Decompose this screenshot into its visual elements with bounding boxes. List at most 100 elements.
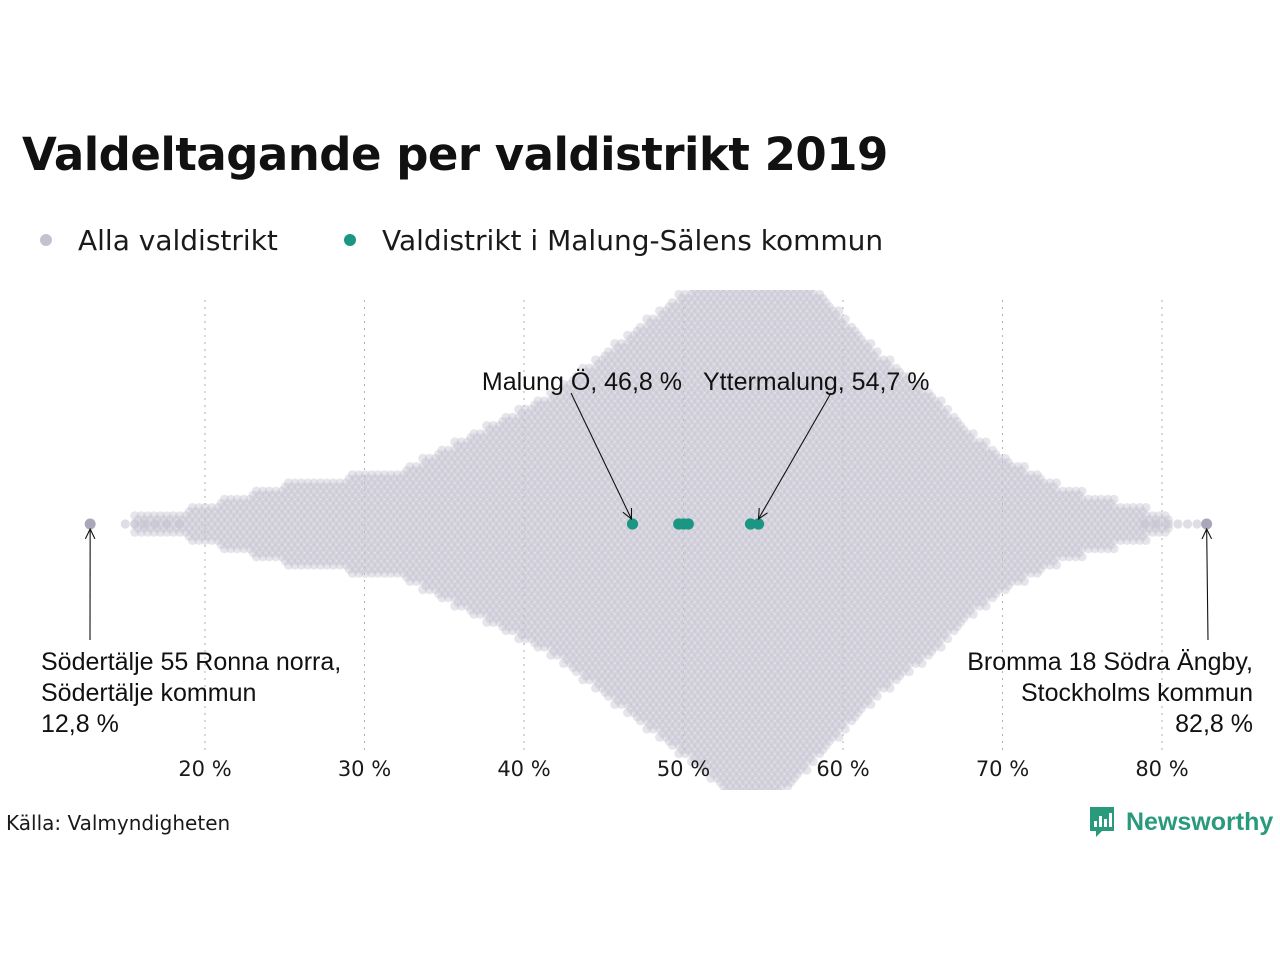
swarm-point: [239, 544, 249, 554]
swarm-point: [207, 503, 217, 513]
swarm-point: [274, 523, 284, 533]
swarm-point: [290, 503, 300, 513]
swarm-point: [251, 519, 261, 529]
swarm-point: [235, 531, 245, 541]
swarm-point: [235, 539, 245, 550]
swarm-point: [239, 519, 249, 529]
swarm-point: [312, 507, 322, 517]
swarm-point: [251, 535, 261, 545]
swarm-point: [210, 515, 220, 525]
swarm-point: [255, 548, 265, 558]
swarm-point: [287, 548, 297, 558]
swarm-point: [296, 503, 306, 513]
swarm-point: [280, 482, 290, 492]
swarm-point: [341, 478, 351, 488]
swarm-point: [226, 527, 236, 537]
swarm-point: [357, 482, 367, 492]
swarm-point: [181, 527, 191, 537]
swarm-point: [280, 523, 290, 533]
swarm-point: [293, 531, 303, 541]
swarm-point: [341, 560, 351, 570]
swarm-point: [287, 482, 297, 492]
swarm-point: [290, 560, 300, 570]
swarm-point: [335, 527, 345, 537]
swarm-point: [357, 490, 367, 500]
swarm-point: [319, 515, 329, 525]
swarm-point: [303, 486, 313, 496]
swarm-point: [245, 494, 255, 504]
swarm-point: [251, 494, 261, 504]
swarm-point: [197, 507, 207, 517]
swarm-point: [331, 556, 341, 566]
swarm-point: [181, 519, 191, 529]
swarm-point: [312, 548, 322, 558]
swarm-point: [299, 498, 309, 509]
swarm-point: [287, 515, 297, 525]
swarm-point: [271, 535, 281, 545]
swarm-point: [277, 503, 287, 513]
swarm-point: [331, 548, 341, 558]
swarm-point: [325, 556, 335, 566]
beeswarm-chart: Malung Ö, 46,8 % Yttermalung, 54,7 %Söder…: [41, 290, 1253, 790]
swarm-point: [354, 527, 364, 537]
swarm-point: [216, 515, 226, 525]
swarm-point: [258, 519, 268, 529]
swarm-point: [290, 527, 300, 537]
swarm-point: [245, 511, 255, 521]
swarm-point: [354, 535, 364, 545]
swarm-point: [303, 527, 313, 537]
swarm-point: [267, 507, 277, 517]
swarm-point: [248, 498, 258, 509]
swarm-point: [136, 527, 146, 537]
swarm-point: [274, 507, 284, 517]
swarm-point: [258, 544, 268, 554]
swarm-point: [322, 519, 332, 529]
swarm-point: [357, 548, 367, 558]
swarm-point: [277, 552, 287, 562]
swarm-point: [341, 527, 351, 537]
swarm-point: [363, 490, 373, 500]
swarm-point: [319, 490, 329, 500]
swarm-point: [251, 511, 261, 521]
swarm-point: [338, 482, 348, 492]
swarm-point: [322, 503, 332, 513]
swarm-point: [219, 544, 229, 554]
swarm-point: [354, 511, 364, 521]
swarm-point: [341, 552, 351, 562]
swarm-point: [271, 486, 281, 496]
swarm-point: [248, 539, 258, 550]
swarm-point: [325, 498, 335, 509]
swarm-point: [309, 486, 319, 496]
swarm-point: [322, 494, 332, 504]
swarm-point: [306, 507, 316, 517]
swarm-point: [267, 539, 277, 550]
swarm-point: [194, 519, 204, 529]
swarm-point: [258, 552, 268, 562]
swarm-point: [344, 507, 354, 517]
swarm-point: [229, 539, 239, 550]
swarm-point: [351, 498, 361, 509]
swarm-point: [335, 560, 345, 570]
swarm-point: [191, 531, 201, 541]
swarm-point: [347, 560, 357, 570]
swarm-point: [274, 548, 284, 558]
swarm-point: [328, 544, 338, 554]
swarm-point: [287, 539, 297, 550]
swarm-point: [322, 560, 332, 570]
swarm-point: [226, 544, 236, 554]
swarm-point: [184, 515, 194, 525]
swarm-point: [264, 511, 274, 521]
swarm-point: [293, 482, 303, 492]
swarm-point: [200, 511, 210, 521]
swarm-point: [360, 519, 370, 529]
swarm-point: [226, 519, 236, 529]
swarm-point: [155, 527, 165, 537]
swarm-point: [303, 552, 313, 562]
swarm-point: [261, 548, 271, 558]
swarm-point: [283, 560, 293, 570]
legend: Alla valdistrikt Valdistrikt i Malung-Sä…: [40, 222, 1040, 258]
swarm-point: [322, 535, 332, 545]
swarm-point: [309, 552, 319, 562]
swarm-point: [293, 548, 303, 558]
swarm-point: [149, 527, 159, 537]
